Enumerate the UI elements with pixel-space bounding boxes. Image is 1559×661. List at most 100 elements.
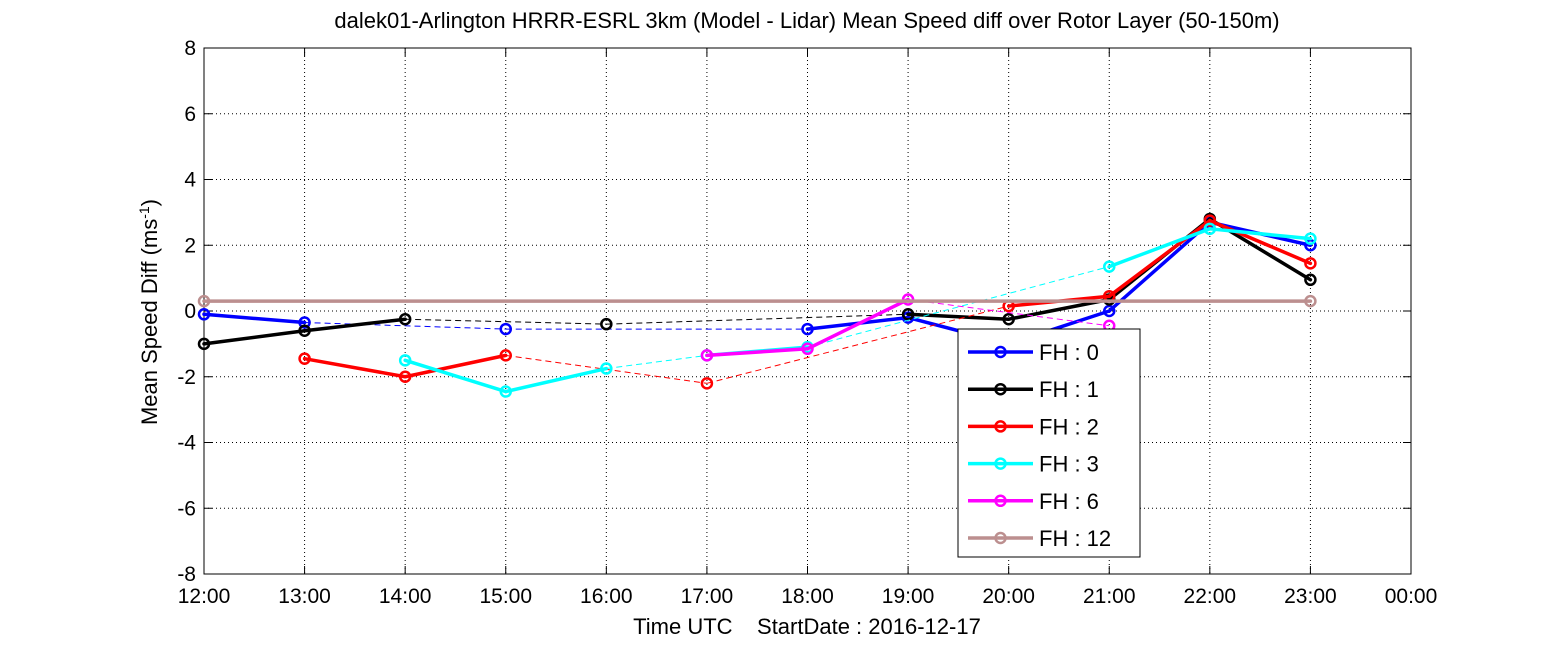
- y-tick-label: 6: [184, 103, 196, 126]
- series-line-segment: [202, 328, 307, 346]
- x-tick-label: 18:00: [781, 585, 834, 608]
- legend-entry: FH : 6: [968, 489, 1099, 514]
- data-point-marker: [197, 308, 211, 321]
- series-line-segment: [705, 347, 810, 358]
- data-point-marker: [298, 316, 311, 329]
- y-tick-label: -6: [177, 497, 196, 520]
- series-line-segment: [1208, 218, 1313, 266]
- legend-entry: FH : 12: [968, 526, 1111, 551]
- data-point-marker: [398, 312, 412, 326]
- y-axis-label-main: Mean Speed Diff (ms: [137, 219, 162, 425]
- data-point-marker: [1103, 260, 1116, 273]
- data-point-marker: [298, 352, 311, 365]
- legend-marker: [994, 420, 1007, 433]
- data-point-marker: [700, 377, 714, 390]
- legend-label: FH : 6: [1039, 489, 1099, 514]
- series-line-segment: [1107, 218, 1212, 298]
- data-point-marker: [801, 322, 814, 336]
- x-tick-label: 22:00: [1184, 585, 1237, 608]
- legend-entry: FH : 0: [968, 340, 1099, 365]
- legend-label: FH : 1: [1039, 377, 1099, 402]
- x-tick-label: 13:00: [278, 585, 331, 608]
- x-tick-label: 14:00: [379, 585, 432, 608]
- legend-label: FH : 0: [1039, 340, 1099, 365]
- legend-label: FH : 3: [1039, 452, 1099, 477]
- y-tick-label: -2: [177, 366, 196, 389]
- series-line-segment: [202, 312, 307, 325]
- series-connector-dashed: [706, 305, 1009, 384]
- legend-entry: FH : 1: [968, 377, 1099, 402]
- data-point-marker: [700, 349, 714, 362]
- y-axis-label: Mean Speed Diff (ms-1): [136, 199, 162, 425]
- x-tick-label: 00:00: [1385, 585, 1438, 608]
- series-connector-dashed: [908, 298, 1110, 327]
- data-point-marker: [1203, 214, 1217, 227]
- data-point-marker: [1203, 222, 1217, 236]
- series-connector-dashed: [606, 354, 707, 370]
- data-point-marker: [1002, 312, 1015, 326]
- data-point-marker: [600, 317, 613, 331]
- data-point-marker: [499, 322, 512, 336]
- y-tick-label: 8: [184, 37, 196, 60]
- y-tick-label: 0: [184, 300, 196, 323]
- series-line-segment: [805, 297, 910, 351]
- data-point-marker: [197, 294, 211, 308]
- legend-entry: FH : 2: [968, 414, 1099, 439]
- series-line-segment: [302, 356, 407, 379]
- data-point-marker: [801, 342, 814, 356]
- series-line-segment: [504, 366, 609, 394]
- x-tick-label: 23:00: [1284, 585, 1337, 608]
- x-tick-label: 17:00: [681, 585, 734, 608]
- data-point-marker: [398, 354, 412, 367]
- legend-box: [957, 328, 1141, 558]
- x-tick-label: 19:00: [882, 585, 935, 608]
- legend-marker: [994, 382, 1007, 396]
- x-tick-label: 15:00: [479, 585, 532, 608]
- y-tick-label: -8: [177, 563, 196, 586]
- ticks: 12:00 13:00 14:00 15:00 16:00 17:00 18:00 19:00…: [177, 37, 1437, 608]
- series: [298, 214, 1317, 390]
- x-tick-label: 20:00: [982, 585, 1035, 608]
- x-tick-label: 12:00: [178, 585, 231, 608]
- data-point-marker: [1304, 273, 1317, 287]
- series: [197, 294, 1317, 308]
- y-tick-label: -4: [177, 432, 196, 455]
- chart-title: dalek01-Arlington HRRR-ESRL 3km (Model -…: [334, 8, 1279, 33]
- series-line-segment: [906, 312, 1011, 321]
- series-line-segment: [1107, 220, 1212, 313]
- data-point-marker: [901, 308, 915, 321]
- series-line-segment: [1208, 227, 1313, 241]
- data-point-marker: [1304, 294, 1317, 308]
- series: [700, 293, 1116, 362]
- data-point-marker: [398, 370, 412, 383]
- data-point-marker: [499, 349, 512, 362]
- series-connector-dashed: [304, 322, 506, 330]
- data-point-marker: [197, 337, 211, 351]
- data-point-marker: [1304, 257, 1317, 270]
- legend-marker: [994, 494, 1007, 508]
- y-tick-label: 4: [184, 169, 196, 192]
- legend-marker: [994, 531, 1007, 545]
- legend: FH : 0 FH : 1 FH : 2 FH : 3 FH : 6 FH : 12: [957, 328, 1141, 558]
- series-line-segment: [403, 353, 508, 379]
- legend-label: FH : 12: [1039, 526, 1111, 551]
- legend-entry: FH : 3: [968, 452, 1099, 477]
- legend-marker: [994, 345, 1007, 359]
- legend-marker: [994, 457, 1007, 470]
- legend-items: FH : 0 FH : 1 FH : 2 FH : 3 FH : 6 FH : 12: [968, 340, 1111, 551]
- series-line-segment: [302, 317, 407, 333]
- x-tick-label: 21:00: [1083, 585, 1136, 608]
- data-point-marker: [1103, 304, 1116, 318]
- series-connector-dashed: [405, 318, 607, 325]
- data-point-marker: [600, 362, 613, 375]
- x-axis-label: Time UTC StartDate : 2016-12-17: [633, 614, 981, 639]
- data-point-marker: [298, 324, 311, 337]
- x-tick-label: 16:00: [580, 585, 633, 608]
- series-line-segment: [1107, 227, 1212, 269]
- data-point-marker: [1304, 232, 1317, 245]
- series-line-segment: [403, 358, 508, 394]
- y-tick-label: 2: [184, 234, 196, 257]
